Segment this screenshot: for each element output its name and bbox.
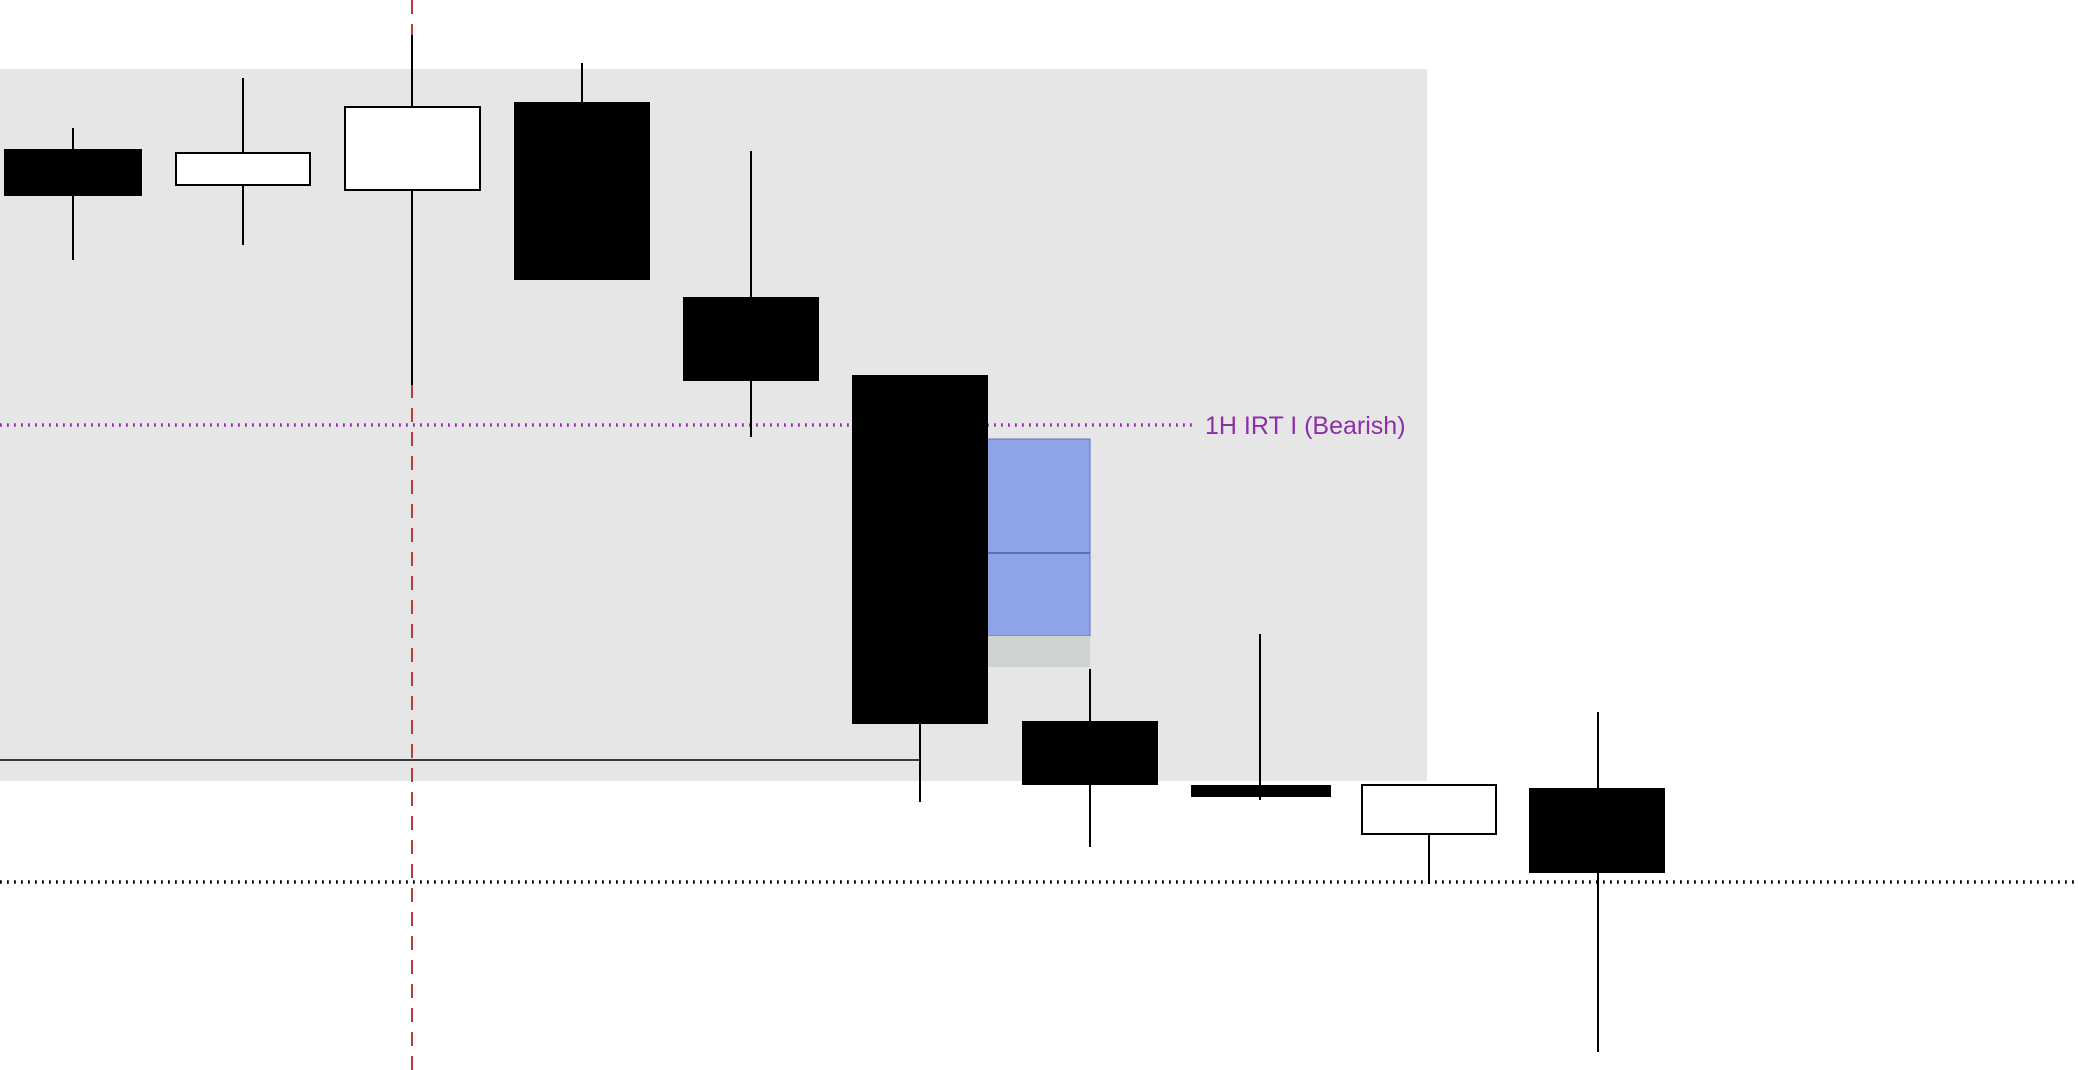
svg-text:1H IRT I (Bearish): 1H IRT I (Bearish) — [1205, 412, 1406, 440]
